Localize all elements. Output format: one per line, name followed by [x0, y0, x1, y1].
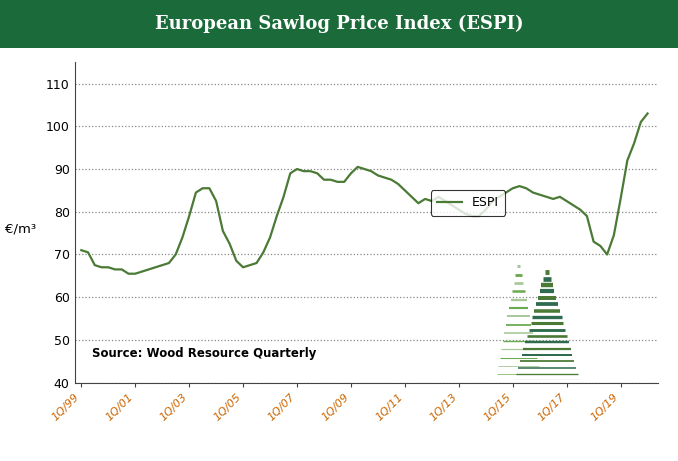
ESPI [643, 111, 652, 116]
Y-axis label: €/m³: €/m³ [5, 222, 37, 236]
Text: European Sawlog Price Index (ESPI): European Sawlog Price Index (ESPI) [155, 15, 523, 33]
ESPI [77, 248, 85, 253]
Line: ESPI: ESPI [81, 113, 647, 274]
ESPI [252, 260, 260, 266]
ESPI [616, 196, 624, 202]
Text: Source: Wood Resource Quarterly: Source: Wood Resource Quarterly [92, 347, 317, 360]
ESPI [125, 271, 133, 277]
ESPI [178, 235, 186, 240]
ESPI [259, 249, 267, 255]
ESPI [367, 168, 375, 174]
ESPI [279, 194, 287, 200]
Legend: ESPI: ESPI [431, 190, 505, 216]
